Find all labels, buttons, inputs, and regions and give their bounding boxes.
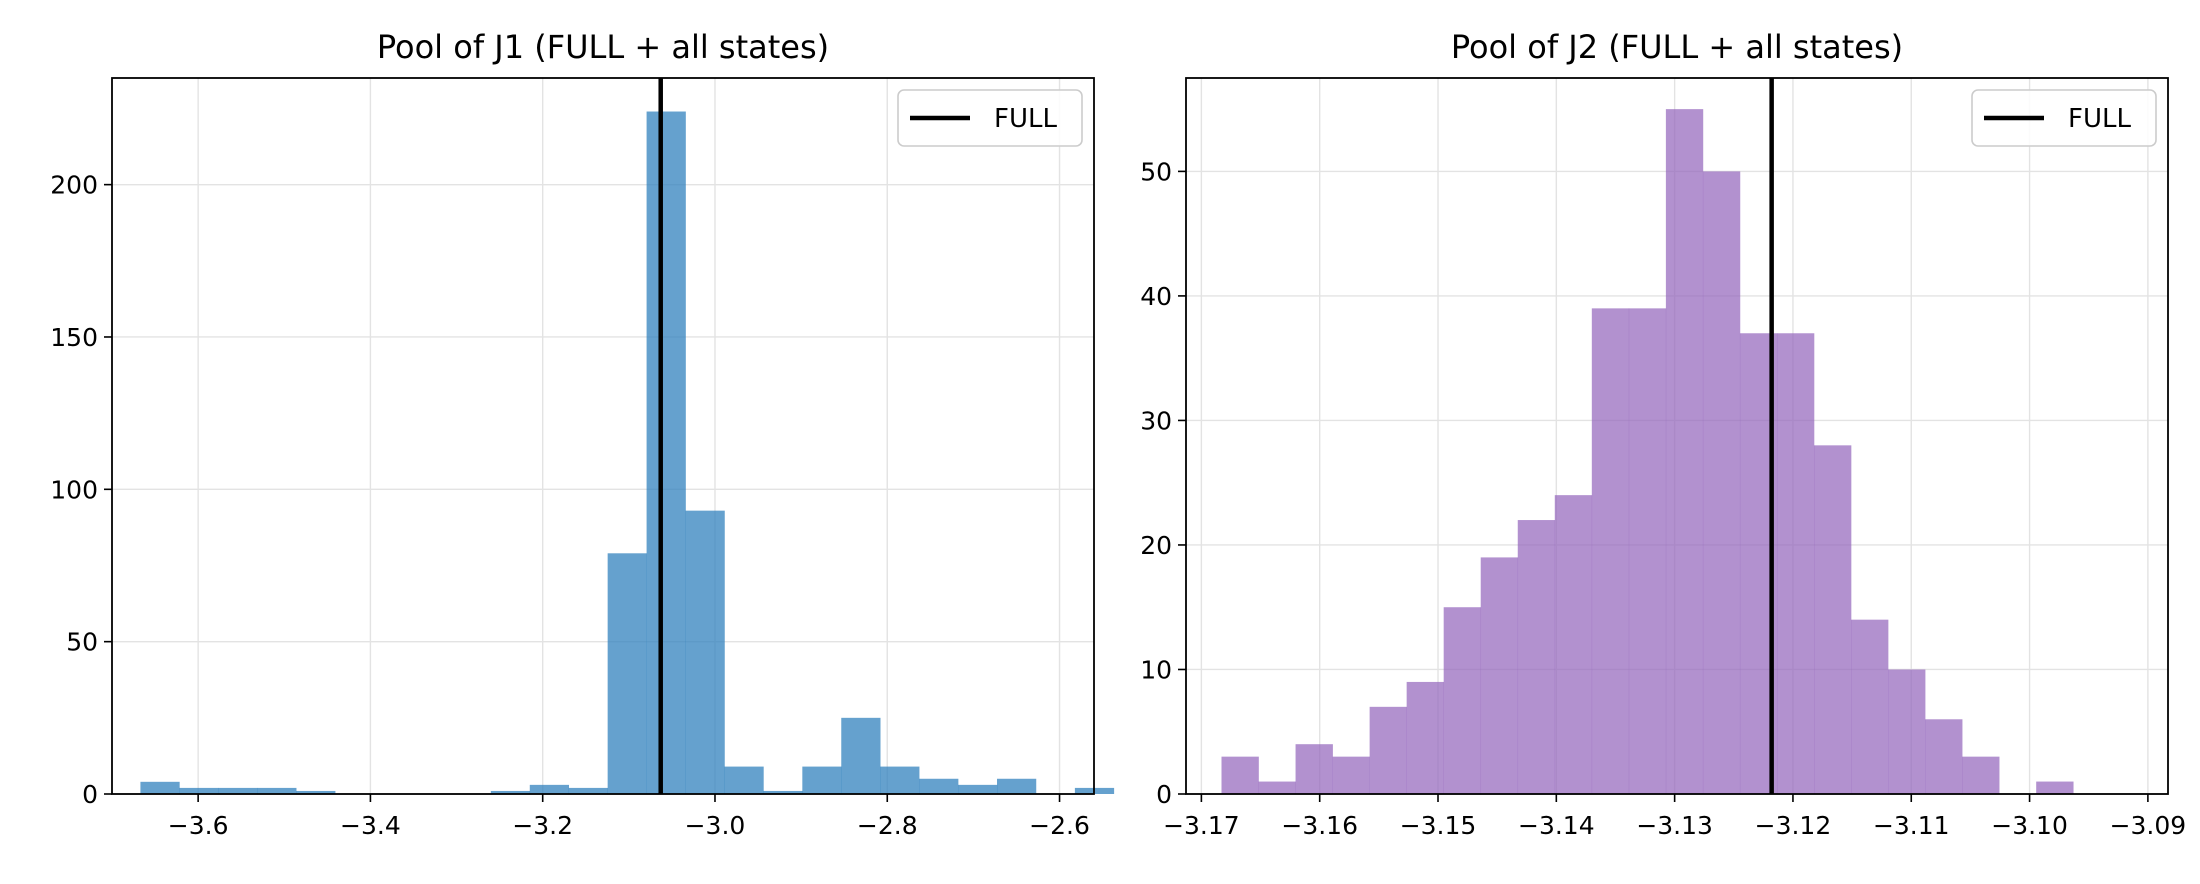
y-tick-label: 50 <box>66 628 98 657</box>
x-tick-label: −3.0 <box>685 811 746 840</box>
histogram-bar <box>1332 756 1370 794</box>
x-tick-label: −3.16 <box>1281 811 1358 840</box>
y-tick-label: 0 <box>1156 780 1172 809</box>
histogram-bar <box>1406 681 1444 794</box>
histogram-bar <box>1258 781 1296 794</box>
histogram-bar <box>958 784 998 794</box>
y-tick-label: 20 <box>1140 531 1172 560</box>
histogram-bar <box>1665 109 1704 794</box>
x-tick-label: −3.10 <box>1991 811 2068 840</box>
histogram-bar <box>1480 557 1519 794</box>
histogram-bar <box>1554 495 1593 794</box>
x-tick-label: −3.6 <box>168 811 229 840</box>
histogram-bar <box>724 766 764 794</box>
x-tick-label: −3.17 <box>1163 811 1240 840</box>
x-tick-label: −3.13 <box>1636 811 1713 840</box>
x-tick-label: −3.4 <box>340 811 401 840</box>
histogram-bar <box>529 784 570 794</box>
histogram-bar <box>880 766 920 794</box>
chart-panel-2: −3.17 −3.16 −3.15 −3.14 −3.13 −3.12 −3.11 −3.10… <box>1140 28 2186 840</box>
x-tick-label: −2.6 <box>1029 811 1090 840</box>
histogram-bar <box>841 717 881 794</box>
histogram-bar <box>1888 669 1926 794</box>
legend-box <box>897 89 1083 147</box>
x-tick-label: −2.8 <box>857 811 918 840</box>
histogram-bar <box>646 111 686 794</box>
x-tick-label: −3.11 <box>1873 811 1950 840</box>
histogram-bar <box>296 790 336 794</box>
histogram-bar <box>568 787 608 794</box>
histogram-bar <box>607 553 647 794</box>
y-tick-label: 40 <box>1140 282 1172 311</box>
x-tick-label: −3.2 <box>512 811 573 840</box>
legend-label: FULL <box>2068 104 2131 134</box>
histogram-bar <box>1702 171 1741 795</box>
histogram-bar <box>1443 607 1482 794</box>
legend: FULL <box>897 89 1083 147</box>
y-tick-label: 50 <box>1140 157 1172 186</box>
histogram-bar <box>1776 333 1815 794</box>
histogram-bar <box>179 787 219 794</box>
x-tick-label: −3.14 <box>1518 811 1595 840</box>
y-tick-label: 150 <box>50 323 98 352</box>
histogram-bar <box>1962 756 2000 794</box>
histogram-bar <box>1517 520 1556 794</box>
histogram-bar <box>1295 744 1333 794</box>
histogram-bar <box>685 510 725 794</box>
legend-label: FULL <box>994 104 1057 134</box>
histogram-bar <box>1925 719 1963 794</box>
y-tick-label: 100 <box>50 475 98 504</box>
x-tick-label: −3.15 <box>1400 811 1477 840</box>
histogram-bar <box>997 778 1037 794</box>
y-tick-label: 200 <box>50 171 98 200</box>
x-tick-label: −3.09 <box>2110 811 2187 840</box>
histogram-bar <box>257 787 297 794</box>
legend-box <box>1971 89 2157 147</box>
histogram-bar <box>919 778 959 794</box>
histogram-bar <box>763 790 803 794</box>
chart-title: Pool of J2 (FULL + all states) <box>1451 28 1903 66</box>
y-tick-label: 30 <box>1140 406 1172 435</box>
chart-title: Pool of J1 (FULL + all states) <box>377 28 829 66</box>
histogram-bar <box>1814 445 1852 794</box>
y-tick-label: 10 <box>1140 655 1172 684</box>
histogram-bar <box>802 766 842 794</box>
axes-frame <box>1185 77 2169 795</box>
legend: FULL <box>1971 89 2157 147</box>
x-tick-label: −3.12 <box>1755 811 1832 840</box>
axes-frame <box>111 77 1095 795</box>
histogram-bar <box>1221 756 1259 794</box>
histogram-bar <box>140 781 180 794</box>
chart-panel-1: −3.6 −3.4 −3.2 −3.0 −2.8 −2.6 0 50 100 150 200 Pool… <box>50 28 1115 840</box>
histogram-bar <box>490 790 531 794</box>
histogram-bar <box>2036 781 2074 794</box>
y-tick-label: 0 <box>82 780 98 809</box>
histogram-bar <box>1628 308 1667 794</box>
histogram-bar <box>1851 619 1889 794</box>
histogram-bar <box>218 787 258 794</box>
histogram-bar <box>1369 706 1407 794</box>
histogram-bar <box>1591 308 1630 794</box>
